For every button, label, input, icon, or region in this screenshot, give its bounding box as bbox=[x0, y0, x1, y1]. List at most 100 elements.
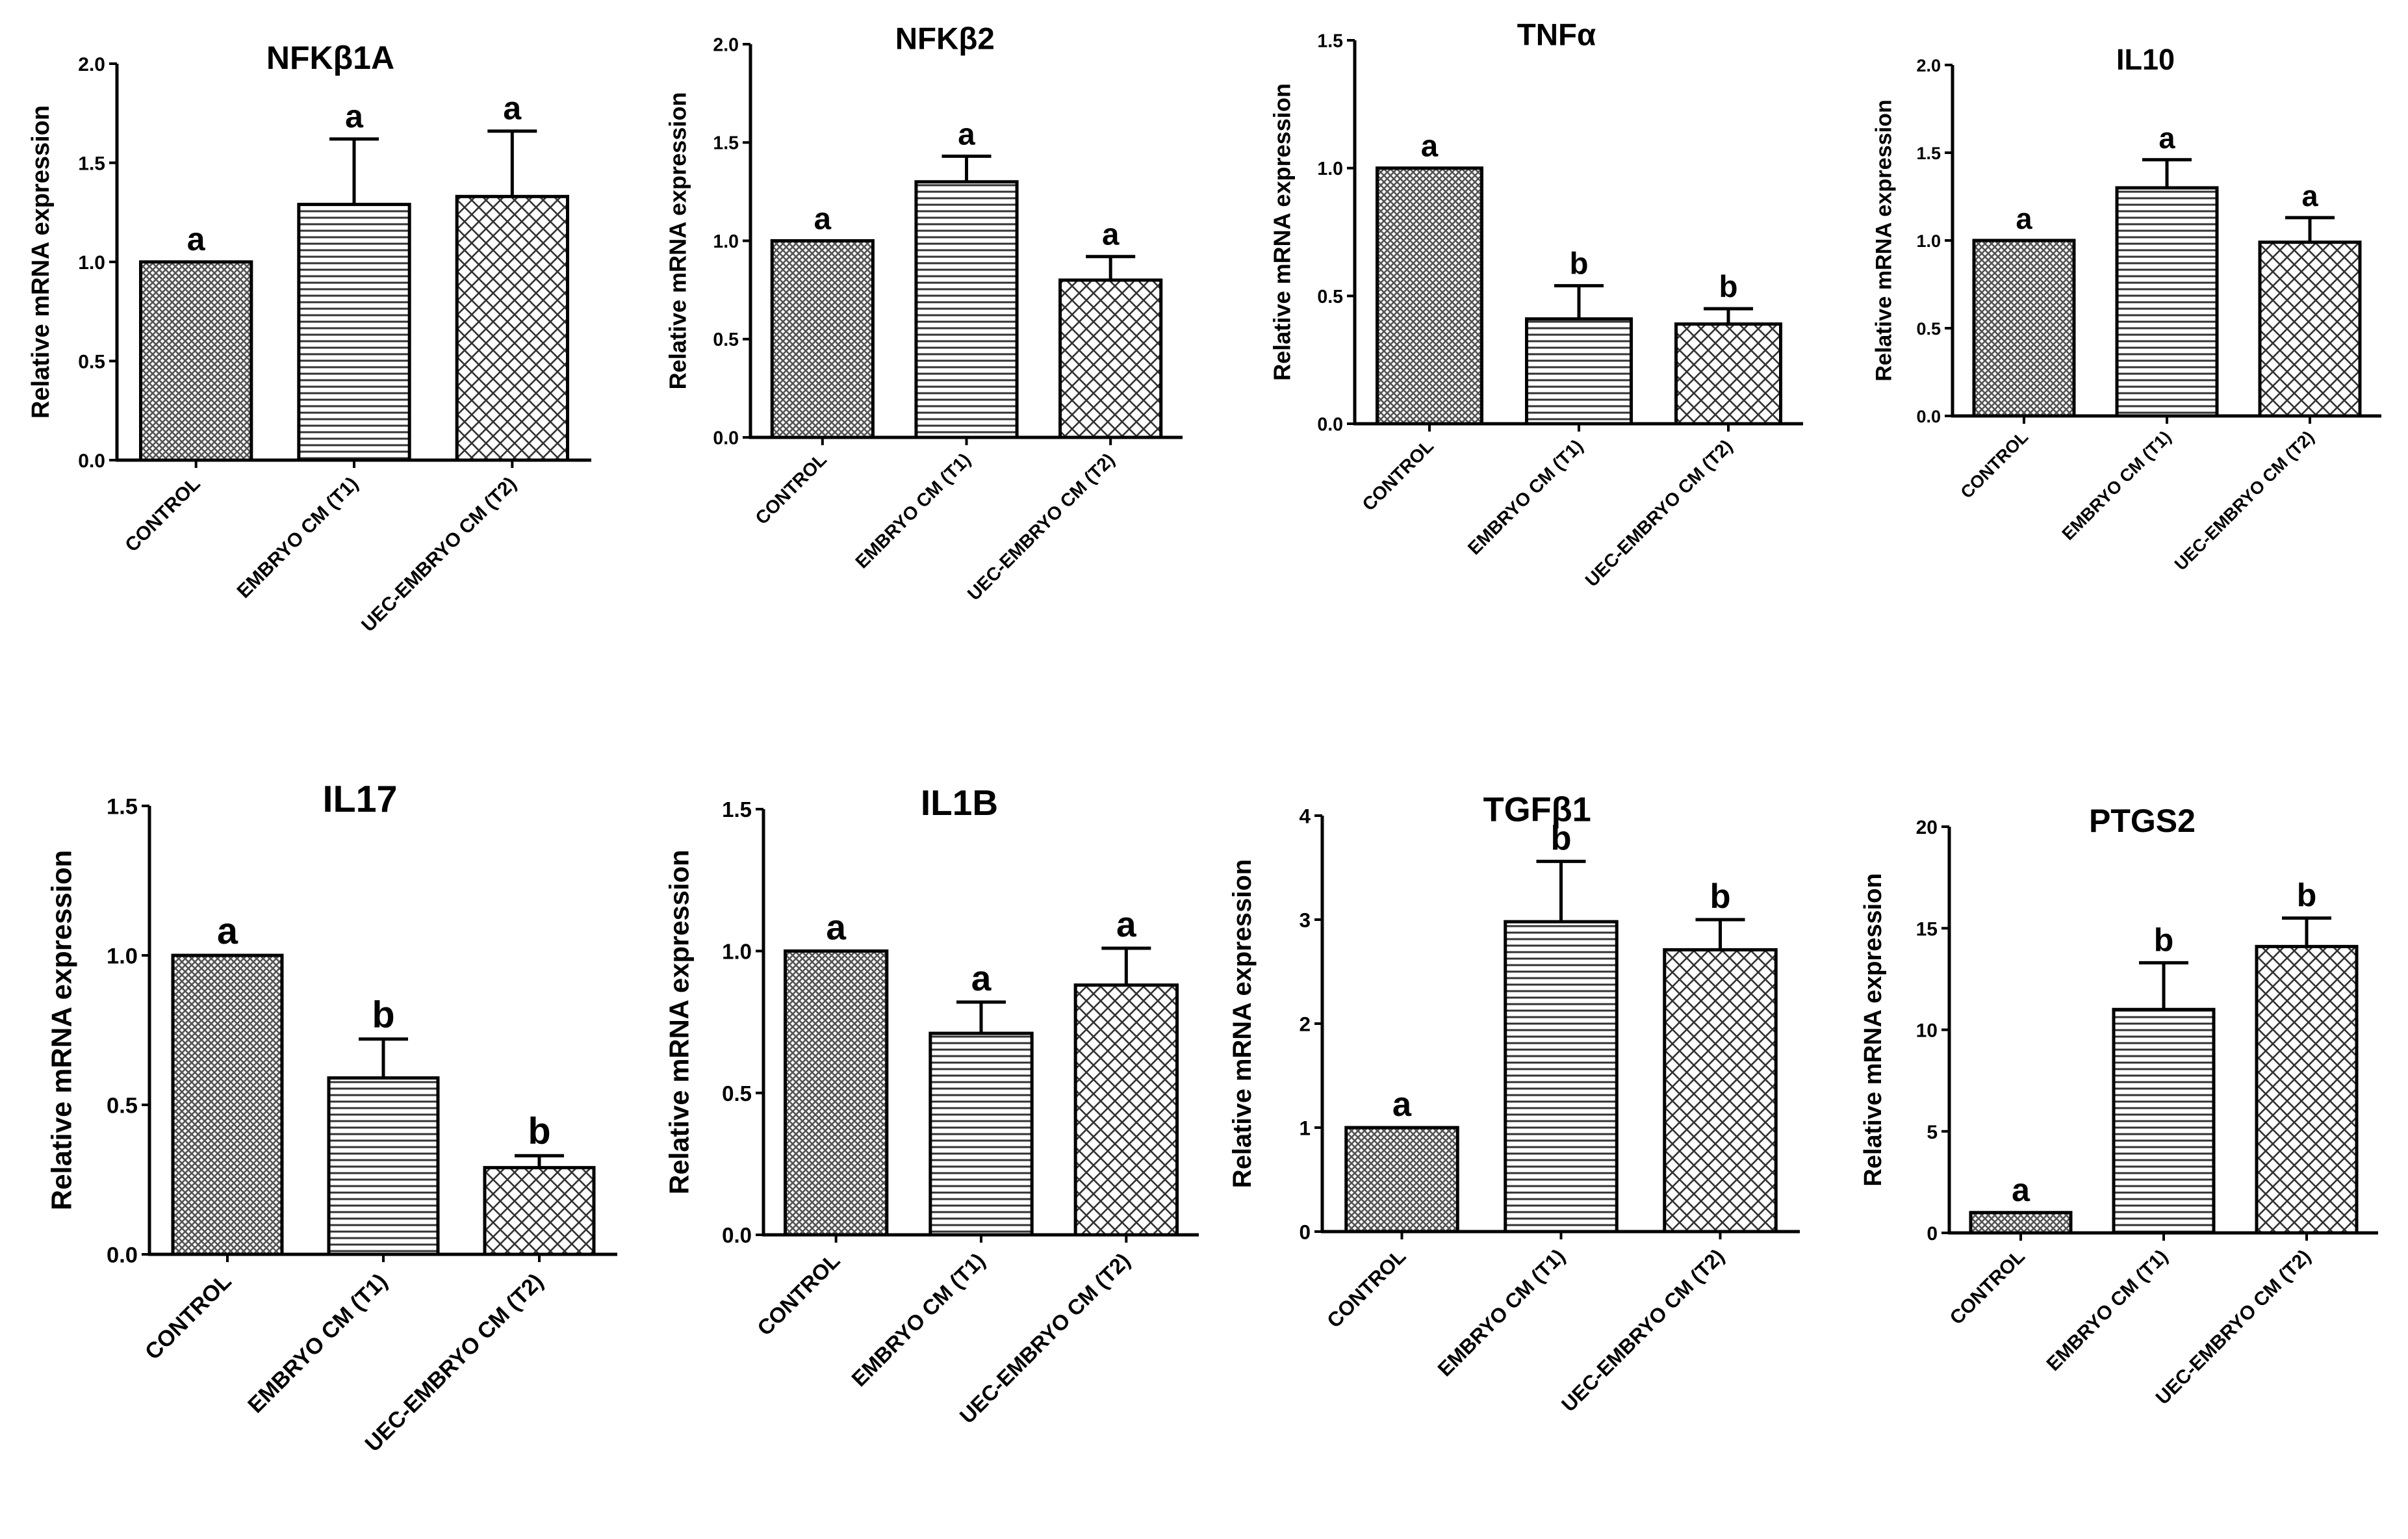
bar-3 bbox=[1663, 948, 1778, 1234]
significance-label: b bbox=[528, 1111, 550, 1152]
category-label: CONTROL bbox=[1359, 435, 1438, 515]
y-tick-label: 0 bbox=[1927, 1223, 1938, 1245]
bar-3 bbox=[483, 1166, 596, 1256]
bar-1 bbox=[171, 953, 284, 1256]
significance-label: b bbox=[2154, 922, 2174, 958]
significance-label: a bbox=[1421, 129, 1439, 164]
y-tick-label: 0.5 bbox=[78, 352, 105, 373]
category-label: CONTROL bbox=[1957, 427, 2032, 502]
y-tick-label: 10 bbox=[1916, 1020, 1938, 1042]
y-tick-label: 1.0 bbox=[1916, 231, 1941, 251]
y-axis-label: Relative mRNA expression bbox=[1268, 83, 1295, 381]
chart-panel-1: NFKβ1A Relative mRNA expression 0.0 0.5 1.0 1… bbox=[27, 40, 591, 636]
chart-panel-4: IL10 Relative mRNA expression 0.0 0.5 1.0 1.5… bbox=[1872, 43, 2381, 575]
bar-1 bbox=[1972, 239, 2076, 418]
significance-label: a bbox=[814, 202, 832, 237]
y-tick-label: 20 bbox=[1916, 817, 1938, 838]
y-tick-label: 3 bbox=[1299, 909, 1311, 932]
significance-label: a bbox=[2016, 202, 2032, 235]
bar-2 bbox=[1525, 317, 1633, 426]
y-tick-label: 0 bbox=[1299, 1221, 1311, 1244]
y-tick-label: 1.5 bbox=[713, 133, 739, 154]
y-axis-label: Relative mRNA expression bbox=[664, 92, 691, 390]
category-label: EMBRYO CM (T1) bbox=[847, 1248, 990, 1391]
y-axis-label: Relative mRNA expression bbox=[1872, 99, 1897, 382]
y-tick-label: 1.5 bbox=[107, 795, 138, 820]
bar-1 bbox=[784, 949, 889, 1237]
bar-3 bbox=[1058, 278, 1163, 439]
significance-label: a bbox=[503, 90, 522, 127]
category-label: EMBRYO CM (T1) bbox=[243, 1269, 392, 1417]
category-label: CONTROL bbox=[140, 1269, 236, 1364]
y-tick-label: 0.0 bbox=[107, 1243, 138, 1268]
chart-title: TNFα bbox=[1517, 18, 1596, 53]
significance-label: b bbox=[1710, 877, 1730, 916]
y-tick-label: 0.0 bbox=[713, 428, 739, 448]
bar-1 bbox=[1344, 1126, 1459, 1234]
y-tick-label: 0.5 bbox=[107, 1094, 138, 1119]
y-tick-label: 0.0 bbox=[722, 1223, 752, 1247]
y-axis-label: Relative mRNA expression bbox=[45, 850, 77, 1210]
bar-3 bbox=[1674, 322, 1782, 426]
chart-panel-3: TNFα Relative mRNA expression 0.0 0.5 1.0 1.5… bbox=[1268, 18, 1803, 591]
significance-label: a bbox=[2012, 1172, 2030, 1208]
category-label: UEC-EMBRYO CM (T2) bbox=[2171, 427, 2318, 574]
y-tick-label: 0.5 bbox=[1916, 319, 1941, 339]
chart-panel-8: PTGS2 Relative mRNA expression 0 5 10 15 20 a CO… bbox=[1860, 803, 2378, 1409]
chart-title: PTGS2 bbox=[2089, 803, 2196, 839]
y-tick-label: 0.0 bbox=[78, 450, 105, 472]
y-tick-label: 2.0 bbox=[78, 54, 105, 75]
significance-label: b bbox=[372, 994, 394, 1036]
category-label: UEC-EMBRYO CM (T2) bbox=[1557, 1244, 1729, 1416]
y-tick-label: 0.0 bbox=[1317, 414, 1343, 435]
category-label: CONTROL bbox=[1322, 1244, 1411, 1332]
significance-label: b bbox=[1550, 819, 1571, 857]
bar-2 bbox=[327, 1076, 440, 1256]
significance-label: b bbox=[1569, 247, 1588, 281]
bar-1 bbox=[770, 239, 875, 439]
significance-label: b bbox=[2297, 877, 2317, 914]
y-axis-label: Relative mRNA expression bbox=[1860, 873, 1887, 1186]
chart-panel-2: NFKβ2 Relative mRNA expression 0.0 0.5 1.0 1.… bbox=[664, 22, 1183, 605]
category-label: UEC-EMBRYO CM (T2) bbox=[2152, 1246, 2315, 1409]
category-label: EMBRYO CM (T1) bbox=[233, 473, 363, 602]
y-tick-label: 0.0 bbox=[1916, 407, 1941, 426]
y-tick-label: 1 bbox=[1299, 1117, 1311, 1140]
category-label: EMBRYO CM (T1) bbox=[1464, 435, 1587, 559]
y-axis-label: Relative mRNA expression bbox=[27, 105, 55, 419]
significance-label: a bbox=[1102, 218, 1120, 252]
chart-title: NFKβ2 bbox=[895, 22, 995, 57]
category-label: CONTROL bbox=[1946, 1246, 2029, 1329]
y-axis-label: Relative mRNA expression bbox=[664, 849, 695, 1194]
bar-1 bbox=[1376, 166, 1483, 426]
y-tick-label: 1.5 bbox=[78, 153, 105, 175]
category-label: EMBRYO CM (T1) bbox=[2058, 427, 2175, 544]
category-label: EMBRYO CM (T1) bbox=[1433, 1244, 1569, 1380]
significance-label: a bbox=[1116, 904, 1136, 944]
bar-2 bbox=[1504, 920, 1619, 1234]
significance-label: a bbox=[971, 958, 992, 998]
y-tick-label: 15 bbox=[1916, 918, 1938, 940]
significance-label: a bbox=[2158, 122, 2175, 155]
y-tick-label: 1.5 bbox=[1317, 31, 1343, 51]
significance-label: a bbox=[187, 221, 206, 257]
chart-title: TGFβ1 bbox=[1483, 790, 1591, 829]
bar-2 bbox=[929, 1031, 1034, 1237]
significance-label: a bbox=[958, 117, 975, 151]
bar-1 bbox=[1969, 1211, 2073, 1235]
y-tick-label: 5 bbox=[1927, 1122, 1938, 1143]
chart-title: IL17 bbox=[322, 779, 397, 820]
category-label: UEC-EMBRYO CM (T2) bbox=[357, 473, 520, 636]
chart-panel-6: IL1B Relative mRNA expression 0.0 0.5 1.0 1.5… bbox=[664, 782, 1199, 1428]
y-tick-label: 1.0 bbox=[107, 944, 138, 969]
chart-title: IL10 bbox=[2116, 43, 2175, 76]
chart-panel-7: TGFβ1 Relative mRNA expression 0 1 2 3 4 a CONTR… bbox=[1228, 790, 1800, 1416]
category-label: UEC-EMBRYO CM (T2) bbox=[1582, 435, 1737, 591]
y-tick-label: 1.0 bbox=[78, 252, 105, 274]
bar-3 bbox=[2258, 240, 2362, 418]
bar-3 bbox=[1073, 983, 1179, 1237]
y-tick-label: 1.5 bbox=[1916, 144, 1941, 163]
bar-2 bbox=[914, 180, 1019, 439]
category-label: CONTROL bbox=[752, 1248, 845, 1341]
